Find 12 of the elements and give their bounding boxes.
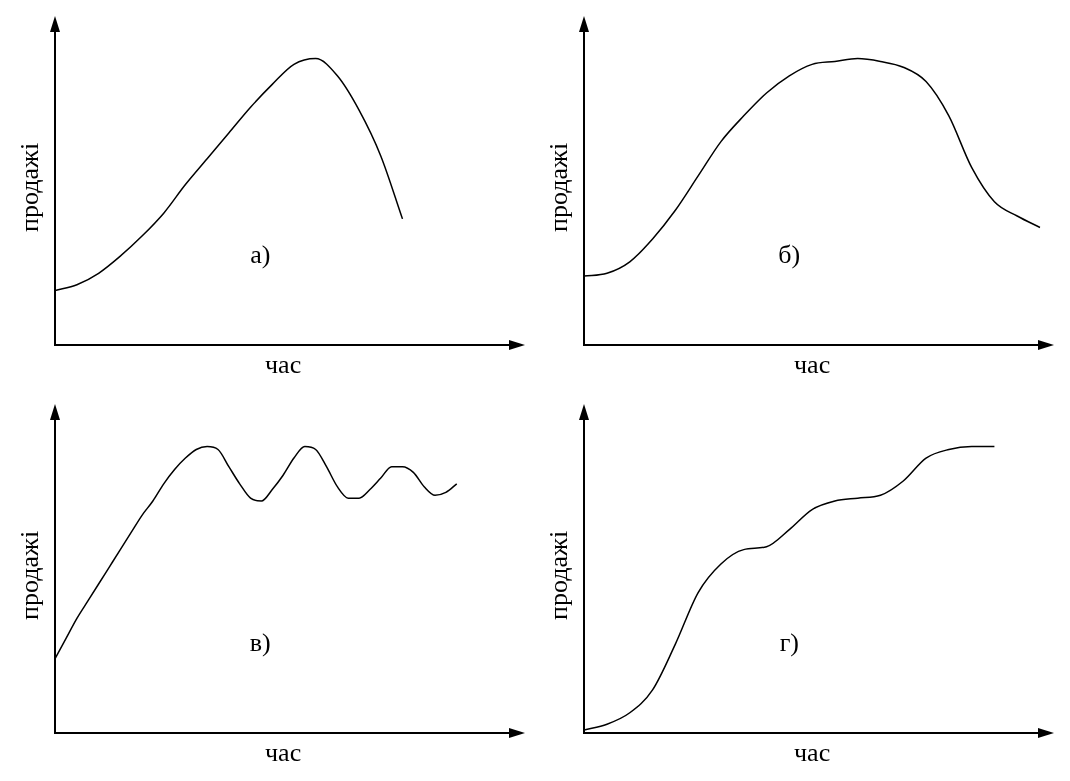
y-axis-title: продажі <box>15 530 45 620</box>
x-axis-title: час <box>794 738 831 768</box>
annotation: а) <box>250 240 271 270</box>
annotation: б) <box>778 240 801 270</box>
x-axis-title: час <box>794 350 831 380</box>
y-axis-title: продажі <box>15 142 45 232</box>
x-axis-title: час <box>265 350 302 380</box>
annotation: в) <box>249 628 271 658</box>
y-axis-title: продажі <box>544 142 574 232</box>
y-axis-title: продажі <box>544 530 574 620</box>
x-axis-title: час <box>265 738 302 768</box>
annotation: г) <box>779 628 799 658</box>
